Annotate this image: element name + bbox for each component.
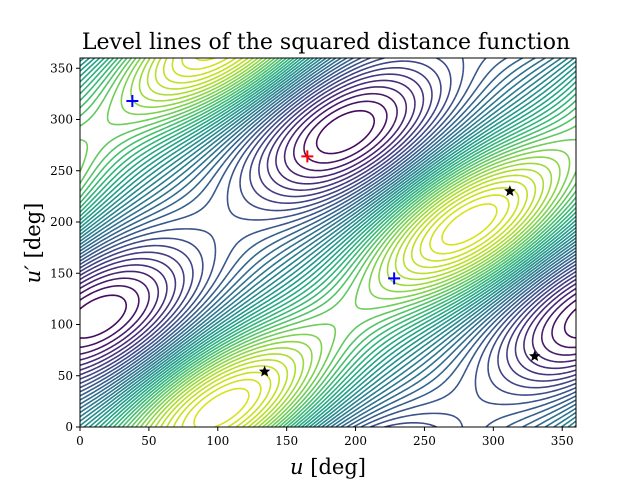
star-marker-4 [504,185,516,197]
x-tick-label-5: 250 [413,434,436,448]
y-axis-label: u′ [deg] [21,203,45,284]
y-ticks: 0 50 100 150 200 250 300 350 [50,61,80,434]
contour-level-36 [154,58,537,427]
contour-level-7 [80,66,576,382]
x-tick-label-6: 300 [482,434,505,448]
contour-level-26 [80,58,576,427]
contour-level-28 [80,58,576,427]
star-marker-5 [528,350,541,362]
plus-marker-1 [126,95,139,108]
plus-marker-2 [388,272,401,285]
contour-level-5 [80,79,576,370]
contour-level-20 [80,58,576,427]
plot-frame [79,57,577,428]
y-tick-label-5: 250 [50,164,73,178]
contour-level-35 [146,58,545,427]
contour-level-30 [80,58,576,427]
x-tick-label-1: 50 [141,434,156,448]
contour-level-22 [80,58,576,427]
x-tick-label-0: 0 [76,434,84,448]
y-tick-label-0: 0 [65,420,73,434]
contour-level-25 [80,58,576,427]
star-marker-3 [258,365,271,377]
x-ticks: 0 50 100 150 200 250 300 350 [76,427,574,448]
markers [126,95,541,377]
contour-level-29 [80,58,576,427]
x-tick-label-3: 150 [275,434,298,448]
x-tick-label-2: 100 [206,434,229,448]
contour-lines [80,58,576,427]
contour-level-21 [80,58,576,427]
contour-level-23 [80,58,576,427]
contour-level-6 [80,73,576,376]
contour-level-16 [80,58,576,427]
y-tick-label-3: 150 [50,266,73,280]
contour-level-4 [80,86,576,363]
x-tick-label-4: 200 [344,434,367,448]
y-tick-label-2: 100 [50,318,73,332]
contour-level-37 [162,58,528,427]
contour-level-3 [80,92,576,356]
x-tick-label-7: 350 [551,434,574,448]
plus-marker-0 [301,150,314,163]
contour-level-8 [80,60,576,389]
y-tick-label-6: 300 [50,113,73,127]
y-tick-label-7: 350 [50,61,73,75]
contour-level-12 [80,58,576,427]
contour-level-2 [80,100,576,349]
contour-level-39 [181,58,510,427]
contour-level-17 [80,58,576,427]
y-tick-label-4: 200 [50,215,73,229]
contour-level-31 [80,58,576,427]
contour-level-34 [138,58,553,427]
y-tick-label-1: 50 [58,369,73,383]
contour-level-33 [130,58,561,427]
contour-level-40 [193,58,498,427]
contour-level-1 [80,109,576,339]
x-axis-label: u [deg] [290,455,366,479]
chart-title: Level lines of the squared distance func… [82,30,570,55]
